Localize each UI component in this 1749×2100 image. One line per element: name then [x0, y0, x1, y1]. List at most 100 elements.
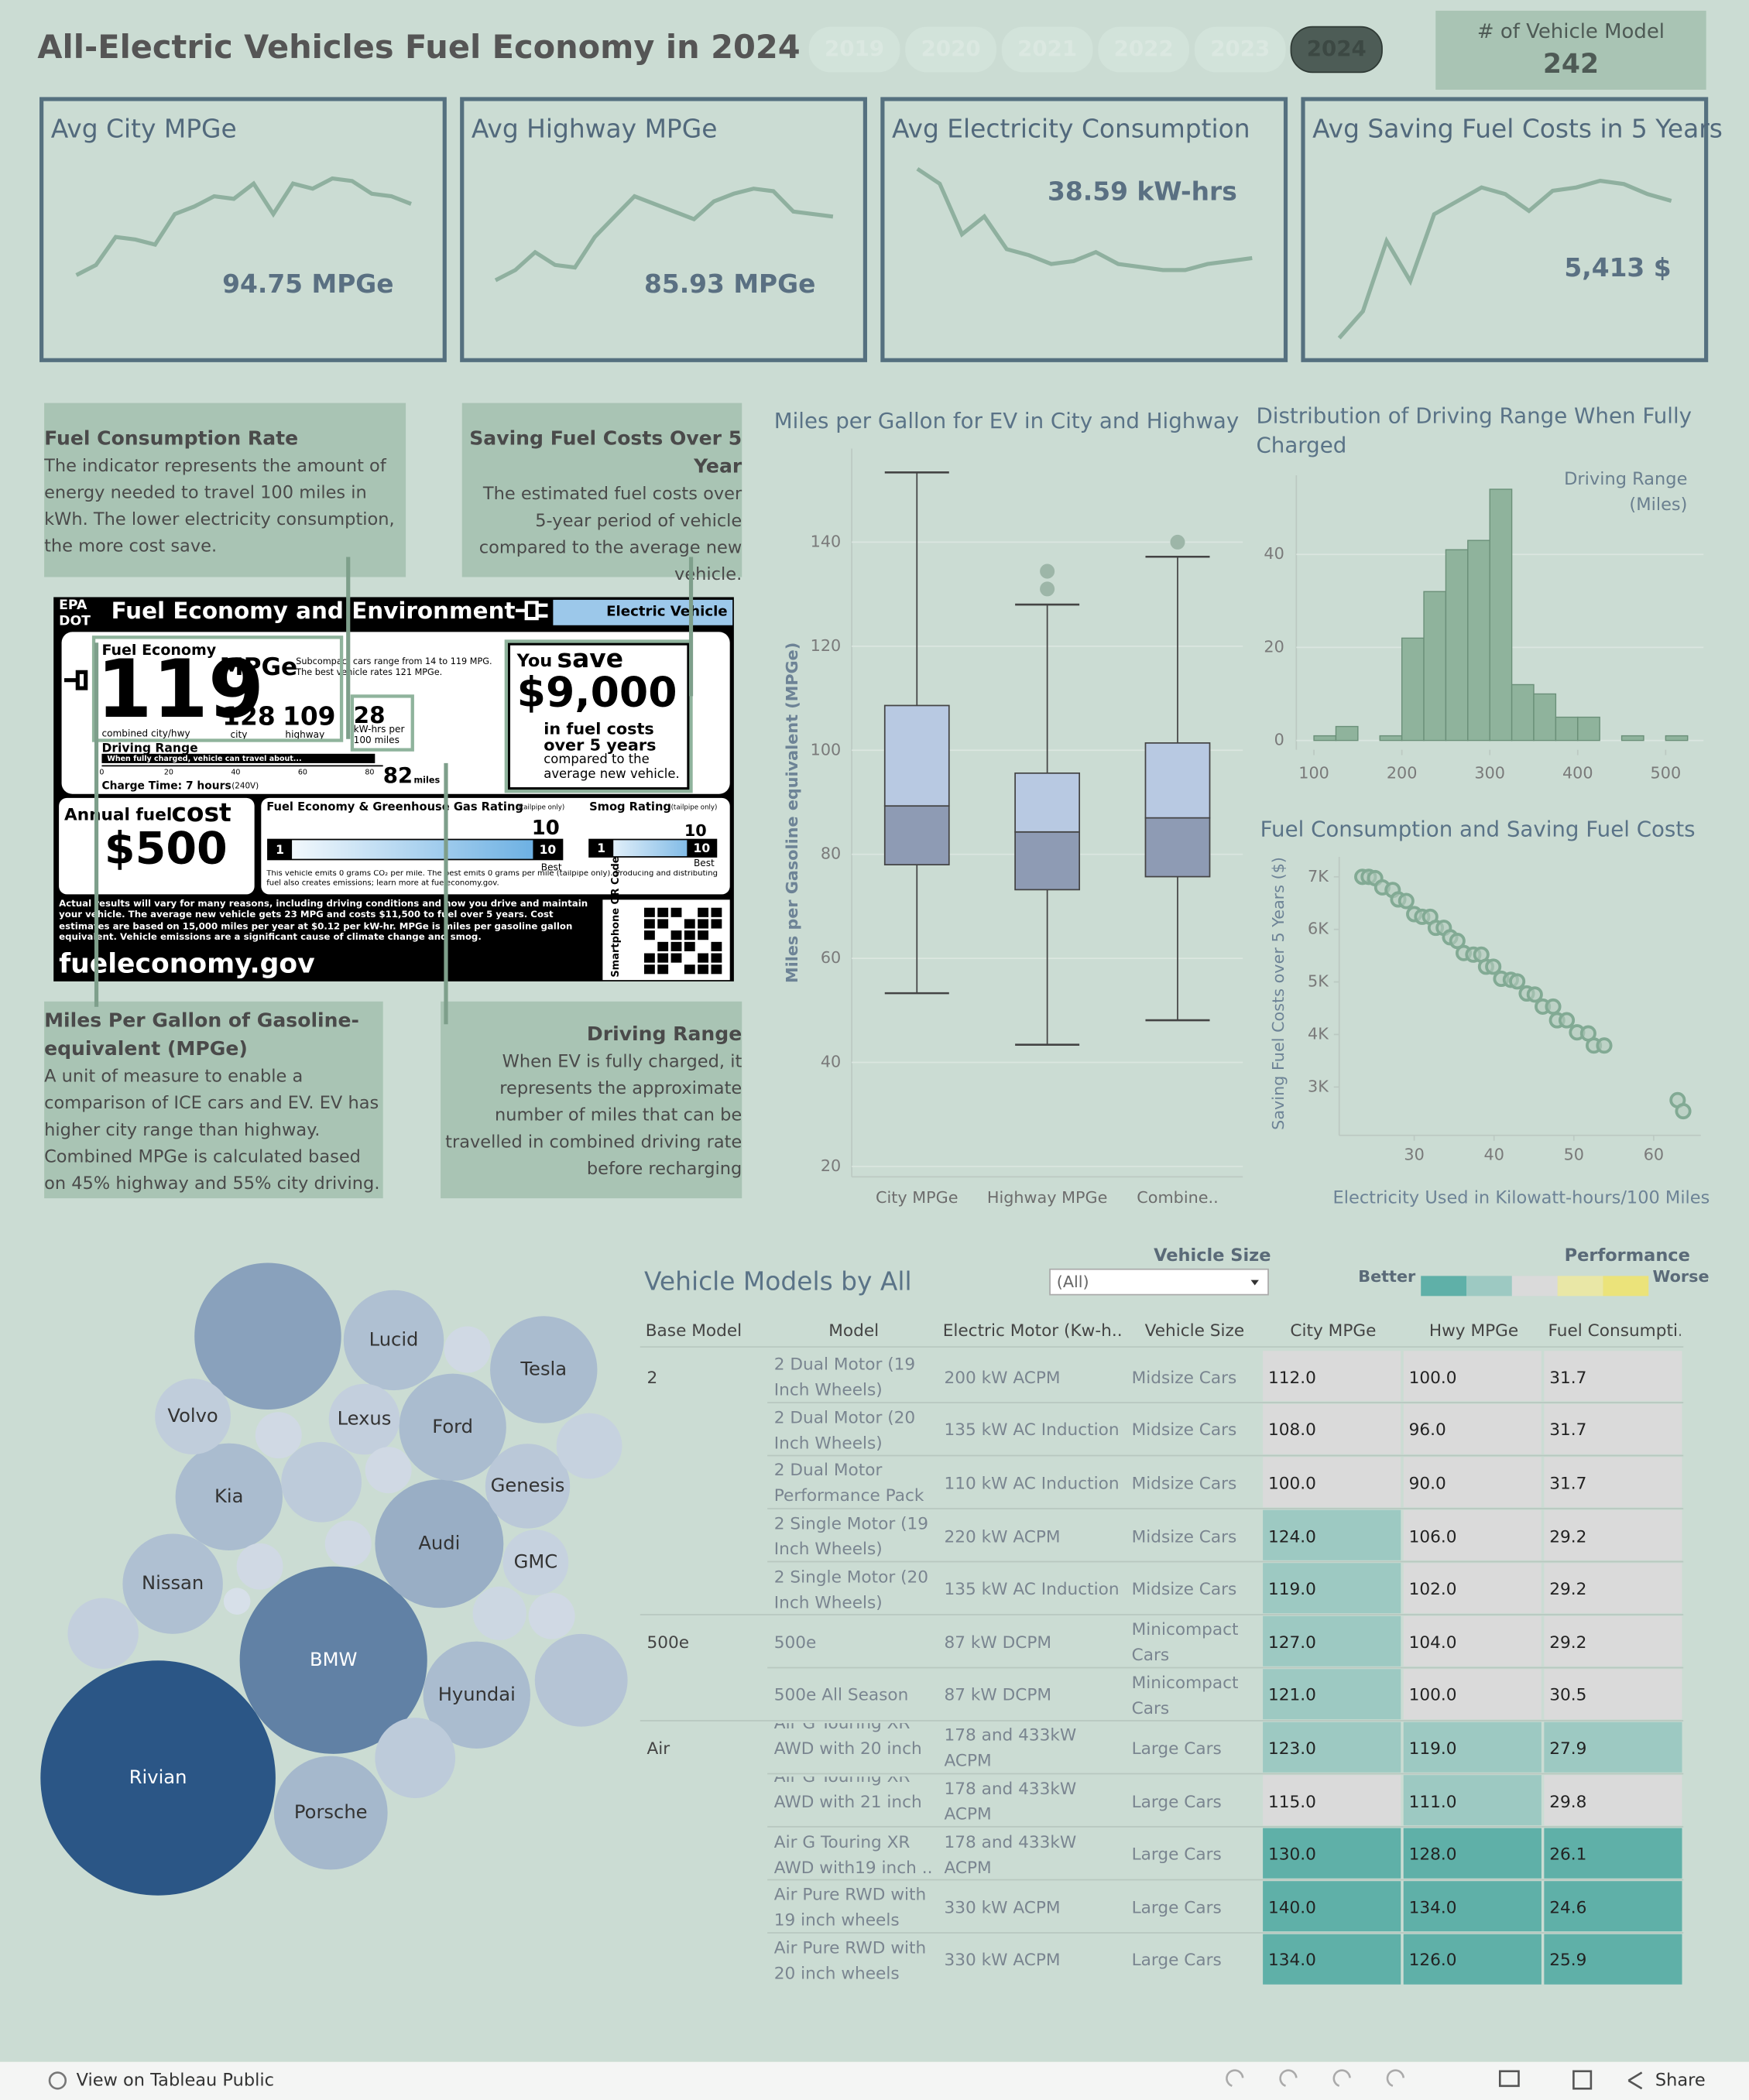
bubble[interactable] — [40, 1660, 276, 1896]
bubble-label[interactable]: Porsche — [294, 1801, 368, 1823]
x-tick-label: 500 — [1651, 764, 1682, 783]
table-cell: 2 — [646, 1366, 658, 1387]
note: Driving Range When EV is fully charged, i… — [441, 1022, 742, 1184]
bubble[interactable] — [343, 1290, 444, 1391]
year-label[interactable]: 2023 — [1210, 36, 1270, 61]
bubble-label[interactable]: Audi — [418, 1532, 460, 1554]
bubble[interactable] — [472, 1586, 526, 1640]
table-cell-box: 500e All Season — [774, 1685, 909, 1705]
table-cell: 2 Dual Motor Performance Pack — [773, 1460, 924, 1506]
bubble-label[interactable]: Lucid — [369, 1328, 419, 1350]
year-button[interactable] — [905, 26, 996, 73]
bubble-label[interactable]: Genesis — [491, 1475, 565, 1496]
bubble-label[interactable]: Kia — [214, 1485, 243, 1507]
footer-link[interactable]: View on Tableau Public — [77, 2070, 274, 2090]
filter-dropdown[interactable] — [1049, 1268, 1269, 1296]
column-header-box: Base Model — [646, 1320, 742, 1340]
bubble[interactable] — [485, 1444, 571, 1529]
toolbar-icon[interactable] — [1279, 2069, 1298, 2088]
bubble[interactable] — [155, 1379, 231, 1454]
year-label[interactable]: 2022 — [1114, 36, 1174, 61]
epa-text: When fully charged, vehicle can travel a… — [107, 755, 301, 763]
bubble[interactable] — [175, 1443, 283, 1550]
table-cell: 106.0 — [1408, 1526, 1457, 1547]
year-label[interactable]: 2019 — [825, 36, 884, 61]
bubble[interactable] — [223, 1588, 251, 1615]
epa-text-box: This vehicle emits 0 grams CO₂ per mile.… — [266, 870, 718, 887]
bubble-label[interactable]: Volvo — [167, 1405, 218, 1427]
table-cell-box: Air Pure RWD with 19 inch wheels — [774, 1884, 926, 1930]
bubble[interactable] — [528, 1592, 575, 1639]
kpi-value: 85.93 MPGe — [644, 269, 815, 299]
year-button[interactable] — [1290, 26, 1383, 74]
epa-text: combined city/hwy — [101, 728, 190, 738]
year-label[interactable]: 2020 — [921, 36, 981, 61]
bubble[interactable] — [375, 1479, 504, 1608]
bubble[interactable] — [194, 1262, 341, 1410]
bubble-label[interactable]: Hyundai — [438, 1684, 516, 1705]
table-cell-box: 330 kW ACPM — [944, 1950, 1060, 1970]
box-upper — [1144, 742, 1211, 819]
bubble[interactable] — [324, 1520, 372, 1567]
bubble[interactable] — [502, 1530, 569, 1595]
table-cell-bg — [1263, 1828, 1401, 1879]
epa-text-box: Subcompact cars range from 14 to 119 MPG… — [296, 656, 492, 678]
bubble[interactable] — [423, 1641, 530, 1749]
kpi-card — [39, 97, 447, 362]
bubble-label[interactable]: Nissan — [142, 1572, 204, 1594]
year-label[interactable]: 2021 — [1017, 36, 1077, 61]
bubble[interactable] — [122, 1533, 223, 1634]
table-cell-box: 100.0 — [1409, 1367, 1457, 1387]
histogram-bar — [1665, 735, 1689, 742]
qr-dot — [684, 964, 695, 975]
qr-dot — [684, 941, 695, 951]
bubble[interactable] — [67, 1598, 139, 1669]
table-cell: Air — [646, 1738, 670, 1759]
y-tick-label: 3K — [1308, 1077, 1329, 1095]
note-box: Miles Per Gallon of Gasoline-equivalent … — [44, 1011, 379, 1194]
table-cell: 130.0 — [1268, 1844, 1316, 1865]
bubble[interactable] — [281, 1441, 362, 1523]
toolbar-icon[interactable] — [1226, 2069, 1244, 2088]
table-cell-bg — [1544, 1403, 1682, 1454]
bubble[interactable] — [444, 1326, 491, 1373]
footer-share[interactable]: Share — [1655, 2070, 1706, 2090]
bubble[interactable] — [273, 1756, 388, 1870]
epa-text: kW-hrs per 100 miles — [353, 724, 405, 746]
bubble[interactable] — [534, 1633, 628, 1727]
bubble[interactable] — [255, 1412, 302, 1459]
bubble[interactable] — [399, 1373, 506, 1482]
year-button[interactable] — [1194, 26, 1286, 73]
toolbar-icon[interactable] — [1572, 2070, 1593, 2090]
bubble[interactable] — [365, 1447, 412, 1494]
bubble[interactable] — [328, 1383, 400, 1455]
table-cell-box: 2 Dual Motor (20 Inch Wheels) — [774, 1407, 915, 1453]
toolbar-icon[interactable] — [1332, 2069, 1351, 2088]
filter-label: Vehicle Size — [1154, 1245, 1271, 1266]
table-cell: Midsize Cars — [1131, 1420, 1237, 1441]
table-cell-box: Air Pure RWD with 20 inch wheels — [774, 1937, 926, 1983]
share-icon[interactable] — [1627, 2071, 1643, 2090]
epa-text: over 5 years — [544, 735, 656, 754]
year-button[interactable] — [1098, 26, 1189, 73]
bubble[interactable] — [236, 1543, 283, 1590]
bubble-label[interactable]: Tesla — [520, 1358, 567, 1379]
bubble-label[interactable]: Ford — [432, 1416, 473, 1437]
bubble-label[interactable]: BMW — [310, 1649, 357, 1670]
dropdown-arrow[interactable] — [1250, 1280, 1259, 1286]
bubble-label[interactable]: GMC — [514, 1551, 558, 1573]
filter-value[interactable]: (All) — [1057, 1273, 1089, 1291]
table-cell-box: 128.0 — [1409, 1844, 1457, 1864]
bubble-label[interactable]: Lexus — [338, 1407, 392, 1429]
bubble-label[interactable]: Rivian — [129, 1766, 187, 1788]
y-tick-label: 80 — [821, 844, 841, 863]
toolbar-icon[interactable] — [1498, 2070, 1520, 2088]
toolbar-icon[interactable] — [1386, 2069, 1405, 2088]
year-label[interactable]: 2024 — [1307, 36, 1367, 61]
bubble[interactable] — [239, 1566, 427, 1754]
bubble[interactable] — [375, 1718, 456, 1798]
bubble[interactable] — [490, 1316, 598, 1423]
year-button[interactable] — [808, 26, 900, 73]
year-button[interactable] — [1001, 26, 1093, 73]
bubble[interactable] — [556, 1413, 622, 1479]
